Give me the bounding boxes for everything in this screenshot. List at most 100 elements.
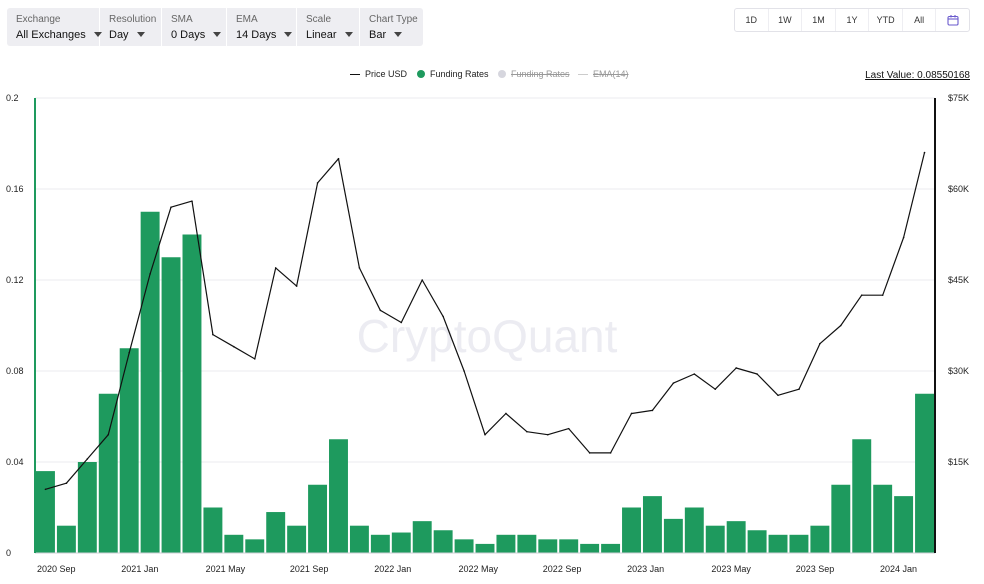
ema-select[interactable]: EMA 14 Days [227,8,297,46]
range-all-button[interactable]: All [903,9,937,31]
price-point [860,294,863,296]
chart-type-select[interactable]: Chart Type Bar [360,8,423,46]
funding-rate-bar [308,484,328,553]
y-left-tick-label: 0.2 [6,93,19,103]
x-tick-label: 2020 Sep [37,564,76,574]
range-ytd-button[interactable]: YTD [869,9,903,31]
price-point [672,382,675,384]
chevron-down-icon [284,31,293,37]
legend-item-funding-disabled[interactable]: Funding Rates [498,69,570,79]
funding-rate-bar [36,471,55,553]
chart-legend: Price USD Funding Rates Funding Rates EM… [0,69,984,83]
funding-rate-bar [559,539,579,553]
x-tick-label: 2021 Jan [121,564,158,574]
sma-select[interactable]: SMA 0 Days [162,8,227,46]
funding-rate-bar [852,439,872,553]
y-left-tick-label: 0.16 [6,184,24,194]
legend-item-price[interactable]: Price USD [350,69,407,79]
y-right-tick-label: $30K [948,366,969,376]
funding-rate-bar [768,534,788,553]
funding-rate-bar [831,484,851,553]
funding-rate-bar [140,211,160,553]
price-point [714,388,717,391]
price-point [149,273,151,275]
range-1d-button[interactable]: 1D [735,9,769,31]
price-point [253,358,256,360]
funding-rate-bar [266,512,286,553]
dot-swatch-icon [417,70,425,78]
price-point [651,409,654,412]
price-point [567,427,570,430]
range-1w-button[interactable]: 1W [769,9,803,31]
resolution-select[interactable]: Resolution Day [100,8,162,46]
price-point [923,151,926,154]
funding-rate-bar [517,534,537,553]
price-point [609,452,612,454]
calendar-icon [947,15,959,26]
y-left-tick-label: 0.12 [6,275,24,285]
funding-rate-bar [349,525,369,553]
price-point [798,388,800,391]
price-point [735,367,737,369]
y-right-tick-label: $15K [948,457,969,467]
price-point [212,333,214,336]
funding-rate-bar [642,496,662,553]
range-1y-button[interactable]: 1Y [836,9,870,31]
chevron-down-icon [344,31,353,37]
funding-rate-bar [915,393,934,553]
x-tick-label: 2023 May [711,564,751,574]
x-tick-label: 2024 Jan [880,564,917,574]
chart-type-label: Chart Type [369,14,418,25]
legend-item-ema[interactable]: EMA(14) [578,69,629,79]
x-tick-label: 2023 Jan [627,564,664,574]
y-right-tick-label: $75K [948,93,969,103]
chevron-down-icon [136,31,145,37]
exchange-select[interactable]: Exchange All Exchanges [7,8,102,46]
chart-type-value: Bar [369,29,387,41]
price-point [756,373,758,375]
price-point [107,433,110,436]
watermark-text: CryptoQuant [357,310,618,362]
funding-rate-bar [622,507,641,553]
x-tick-label: 2021 May [206,564,246,574]
legend-label-price: Price USD [365,69,408,79]
y-left-tick-label: 0 [6,548,11,558]
last-value-label: Last Value: 0.08550168 [865,70,970,81]
price-point [44,488,47,491]
scale-select[interactable]: Scale Linear [297,8,360,46]
price-point [274,267,277,269]
funding-rate-bar [161,257,181,553]
price-point [526,430,528,433]
line-swatch-icon [350,73,360,75]
legend-item-funding[interactable]: Funding Rates [417,69,489,79]
sma-value: 0 Days [171,29,206,41]
funding-rate-bar [98,393,118,553]
funding-rate-bar [726,521,746,553]
x-tick-label: 2022 May [459,564,499,574]
exchange-label: Exchange [16,14,61,25]
date-picker-button[interactable] [936,9,969,31]
funding-rate-bar [663,518,683,553]
chevron-down-icon [93,31,102,37]
funding-rate-bar [182,234,202,553]
line-swatch-icon [578,73,588,75]
ema-value: 14 Days [236,29,277,41]
price-point [442,315,444,318]
price-point [421,279,424,281]
funding-rate-bar [119,348,139,553]
range-1m-button[interactable]: 1M [802,9,836,31]
price-point [379,309,382,312]
price-point [86,458,89,460]
x-tick-label: 2022 Sep [543,564,582,574]
price-point [777,394,779,397]
price-point [588,452,591,454]
price-point [693,373,696,375]
funding-rate-bar [873,484,893,553]
funding-rate-bar [684,507,704,553]
funding-rate-bar [56,525,76,553]
y-left-tick-label: 0.08 [6,366,24,376]
x-tick-label: 2021 Sep [290,564,329,574]
scale-value: Linear [306,29,337,41]
price-point [881,294,884,296]
